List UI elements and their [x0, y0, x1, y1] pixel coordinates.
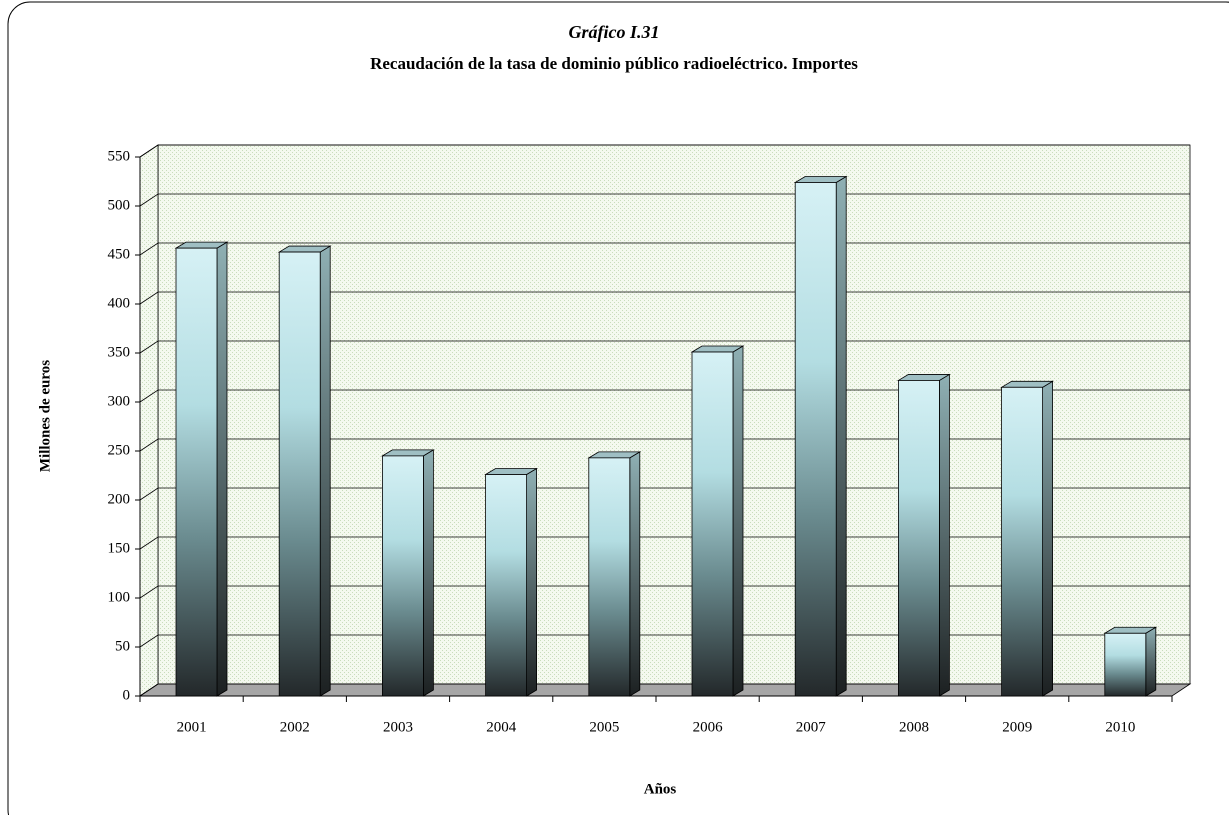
- bar: [1104, 632, 1147, 697]
- x-tick-label: 2004: [486, 719, 517, 735]
- bar: [588, 457, 631, 697]
- bar-side: [319, 245, 331, 697]
- chart-title: Gráfico I.31: [569, 22, 660, 42]
- y-tick-label: 350: [108, 344, 131, 360]
- y-tick-label: 250: [108, 442, 131, 458]
- x-tick-label: 2003: [383, 719, 413, 735]
- bar-side: [732, 345, 744, 697]
- x-axis-label: Años: [644, 781, 677, 797]
- y-tick-label: 400: [108, 295, 131, 311]
- y-tick-label: 150: [108, 540, 131, 556]
- x-tick-label: 2002: [280, 719, 310, 735]
- y-tick-label: 50: [115, 638, 130, 654]
- bar: [278, 251, 321, 697]
- frame: [7, 1, 1229, 815]
- grid-line: [139, 144, 1190, 158]
- bar: [485, 474, 528, 697]
- y-tick-label: 300: [108, 393, 131, 409]
- y-tick-label: 500: [108, 197, 131, 213]
- y-tick-label: 450: [108, 246, 131, 262]
- bar: [1001, 386, 1043, 697]
- bar: [691, 351, 734, 697]
- bar-side: [835, 175, 847, 697]
- bar: [898, 380, 940, 697]
- bar-side: [939, 373, 950, 697]
- bar-side: [526, 467, 537, 697]
- x-tick-label: 2008: [899, 719, 929, 735]
- x-tick-label: 2001: [177, 719, 207, 735]
- bar-side: [1042, 380, 1053, 697]
- chart-subtitle: Recaudación de la tasa de dominio públic…: [370, 54, 858, 73]
- x-tick-label: 2009: [1002, 719, 1032, 735]
- bar: [175, 247, 218, 697]
- x-tick-label: 2007: [796, 719, 827, 735]
- bar-side: [216, 241, 228, 697]
- y-tick-label: 550: [108, 148, 131, 164]
- bar-side: [422, 449, 434, 697]
- y-tick-label: 200: [108, 491, 131, 507]
- bar: [381, 455, 424, 697]
- y-tick-label: 100: [108, 589, 131, 605]
- bar-side: [629, 451, 641, 697]
- bar-side: [1145, 626, 1157, 697]
- y-axis-label: Millones de euros: [37, 360, 53, 472]
- bar: [794, 182, 837, 697]
- y-tick-label: 0: [123, 687, 131, 703]
- x-tick-label: 2005: [589, 719, 619, 735]
- x-tick-label: 2006: [693, 719, 724, 735]
- x-tick-label: 2010: [1105, 719, 1135, 735]
- side-wall: [139, 144, 159, 697]
